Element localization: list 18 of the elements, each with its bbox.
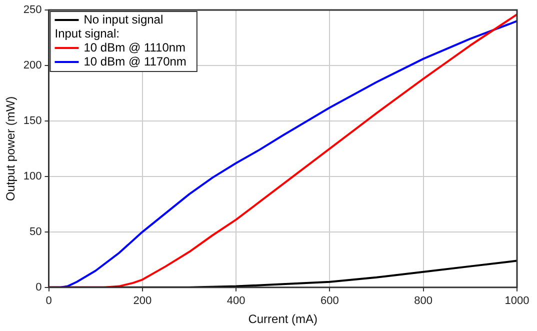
x-tick-label: 1000 [504, 295, 530, 308]
x-tick-label: 400 [226, 295, 246, 308]
x-axis-title: Current (mA) [248, 312, 318, 326]
legend-label: 10 dBm @ 1170nm [84, 54, 186, 68]
y-tick-label: 50 [30, 226, 42, 238]
x-tick-label: 200 [133, 295, 152, 308]
x-tick-label: 600 [320, 295, 339, 308]
legend-label: No input signal [84, 12, 164, 26]
y-axis-title: Output power (mW) [4, 96, 18, 202]
y-tick-label: 0 [36, 281, 42, 294]
y-tick-label: 250 [23, 4, 42, 16]
legend-title: Input signal: [54, 26, 120, 40]
y-tick-label: 150 [23, 114, 42, 127]
legend-label: 10 dBm @ 1110nm [84, 40, 186, 54]
x-tick-label: 0 [46, 295, 52, 308]
x-tick-label: 800 [414, 295, 433, 308]
y-tick-label: 100 [23, 170, 42, 182]
y-tick-label: 200 [23, 60, 42, 72]
